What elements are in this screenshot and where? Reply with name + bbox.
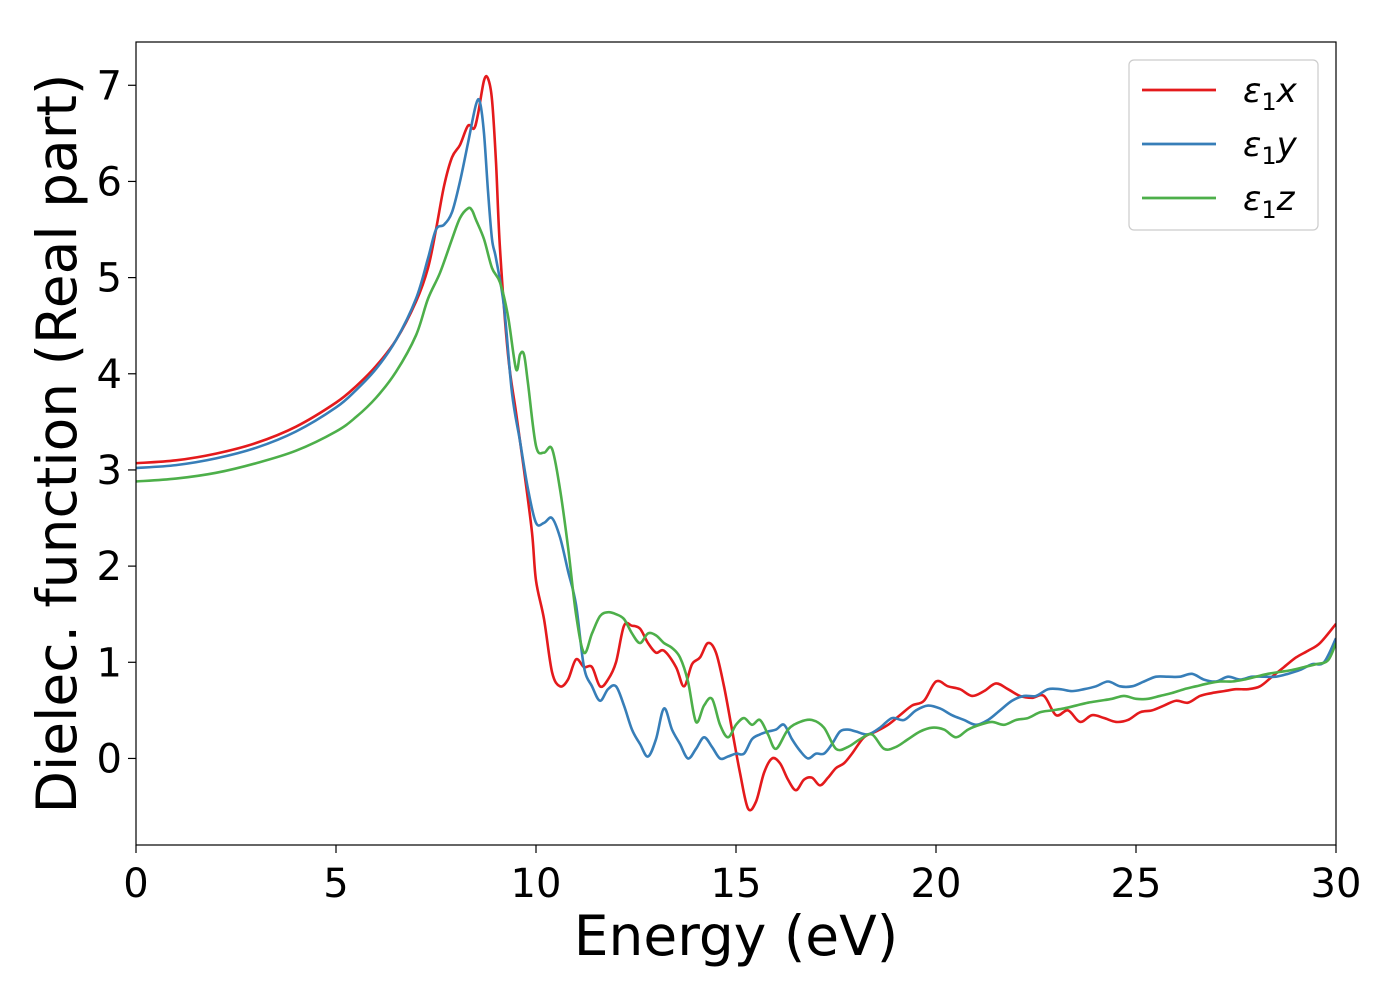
x-tick-label: 10 <box>511 861 562 907</box>
series-line-z <box>136 206 1336 752</box>
x-tick-label: 15 <box>711 861 762 907</box>
series-line-y <box>136 97 1336 761</box>
series-line-x <box>136 74 1336 812</box>
legend-label: ε1x <box>1243 71 1298 116</box>
y-axis-ticks: 0 1 2 3 4 5 6 7 <box>97 63 136 782</box>
x-tick-label: 5 <box>323 861 348 907</box>
y-tick-label: 2 <box>97 544 122 590</box>
y-tick-label: 1 <box>97 640 122 686</box>
x-tick-label: 30 <box>1311 861 1362 907</box>
x-tick-label: 20 <box>911 861 962 907</box>
series-layer <box>136 74 1336 812</box>
x-tick-label: 25 <box>1111 861 1162 907</box>
y-tick-label: 7 <box>97 63 122 109</box>
y-tick-label: 3 <box>97 448 122 494</box>
legend-item-x: ε1x <box>1142 71 1298 116</box>
y-tick-label: 5 <box>97 256 122 302</box>
x-axis-title: Energy (eV) <box>574 904 898 968</box>
y-tick-label: 0 <box>97 736 122 782</box>
y-tick-label: 6 <box>97 159 122 205</box>
legend-item-z: ε1z <box>1142 179 1296 224</box>
y-axis-title: Dielec. function (Real part) <box>25 74 89 814</box>
legend-item-y: ε1y <box>1142 125 1298 170</box>
x-axis-ticks: 0 5 10 15 20 25 30 <box>123 845 1361 907</box>
legend-label: ε1z <box>1243 179 1296 224</box>
y-tick-label: 4 <box>97 352 122 398</box>
x-tick-label: 0 <box>123 861 148 907</box>
legend-label: ε1y <box>1243 125 1298 170</box>
legend-box <box>1128 59 1319 231</box>
legend: ε1x ε1y ε1z <box>1128 59 1319 231</box>
